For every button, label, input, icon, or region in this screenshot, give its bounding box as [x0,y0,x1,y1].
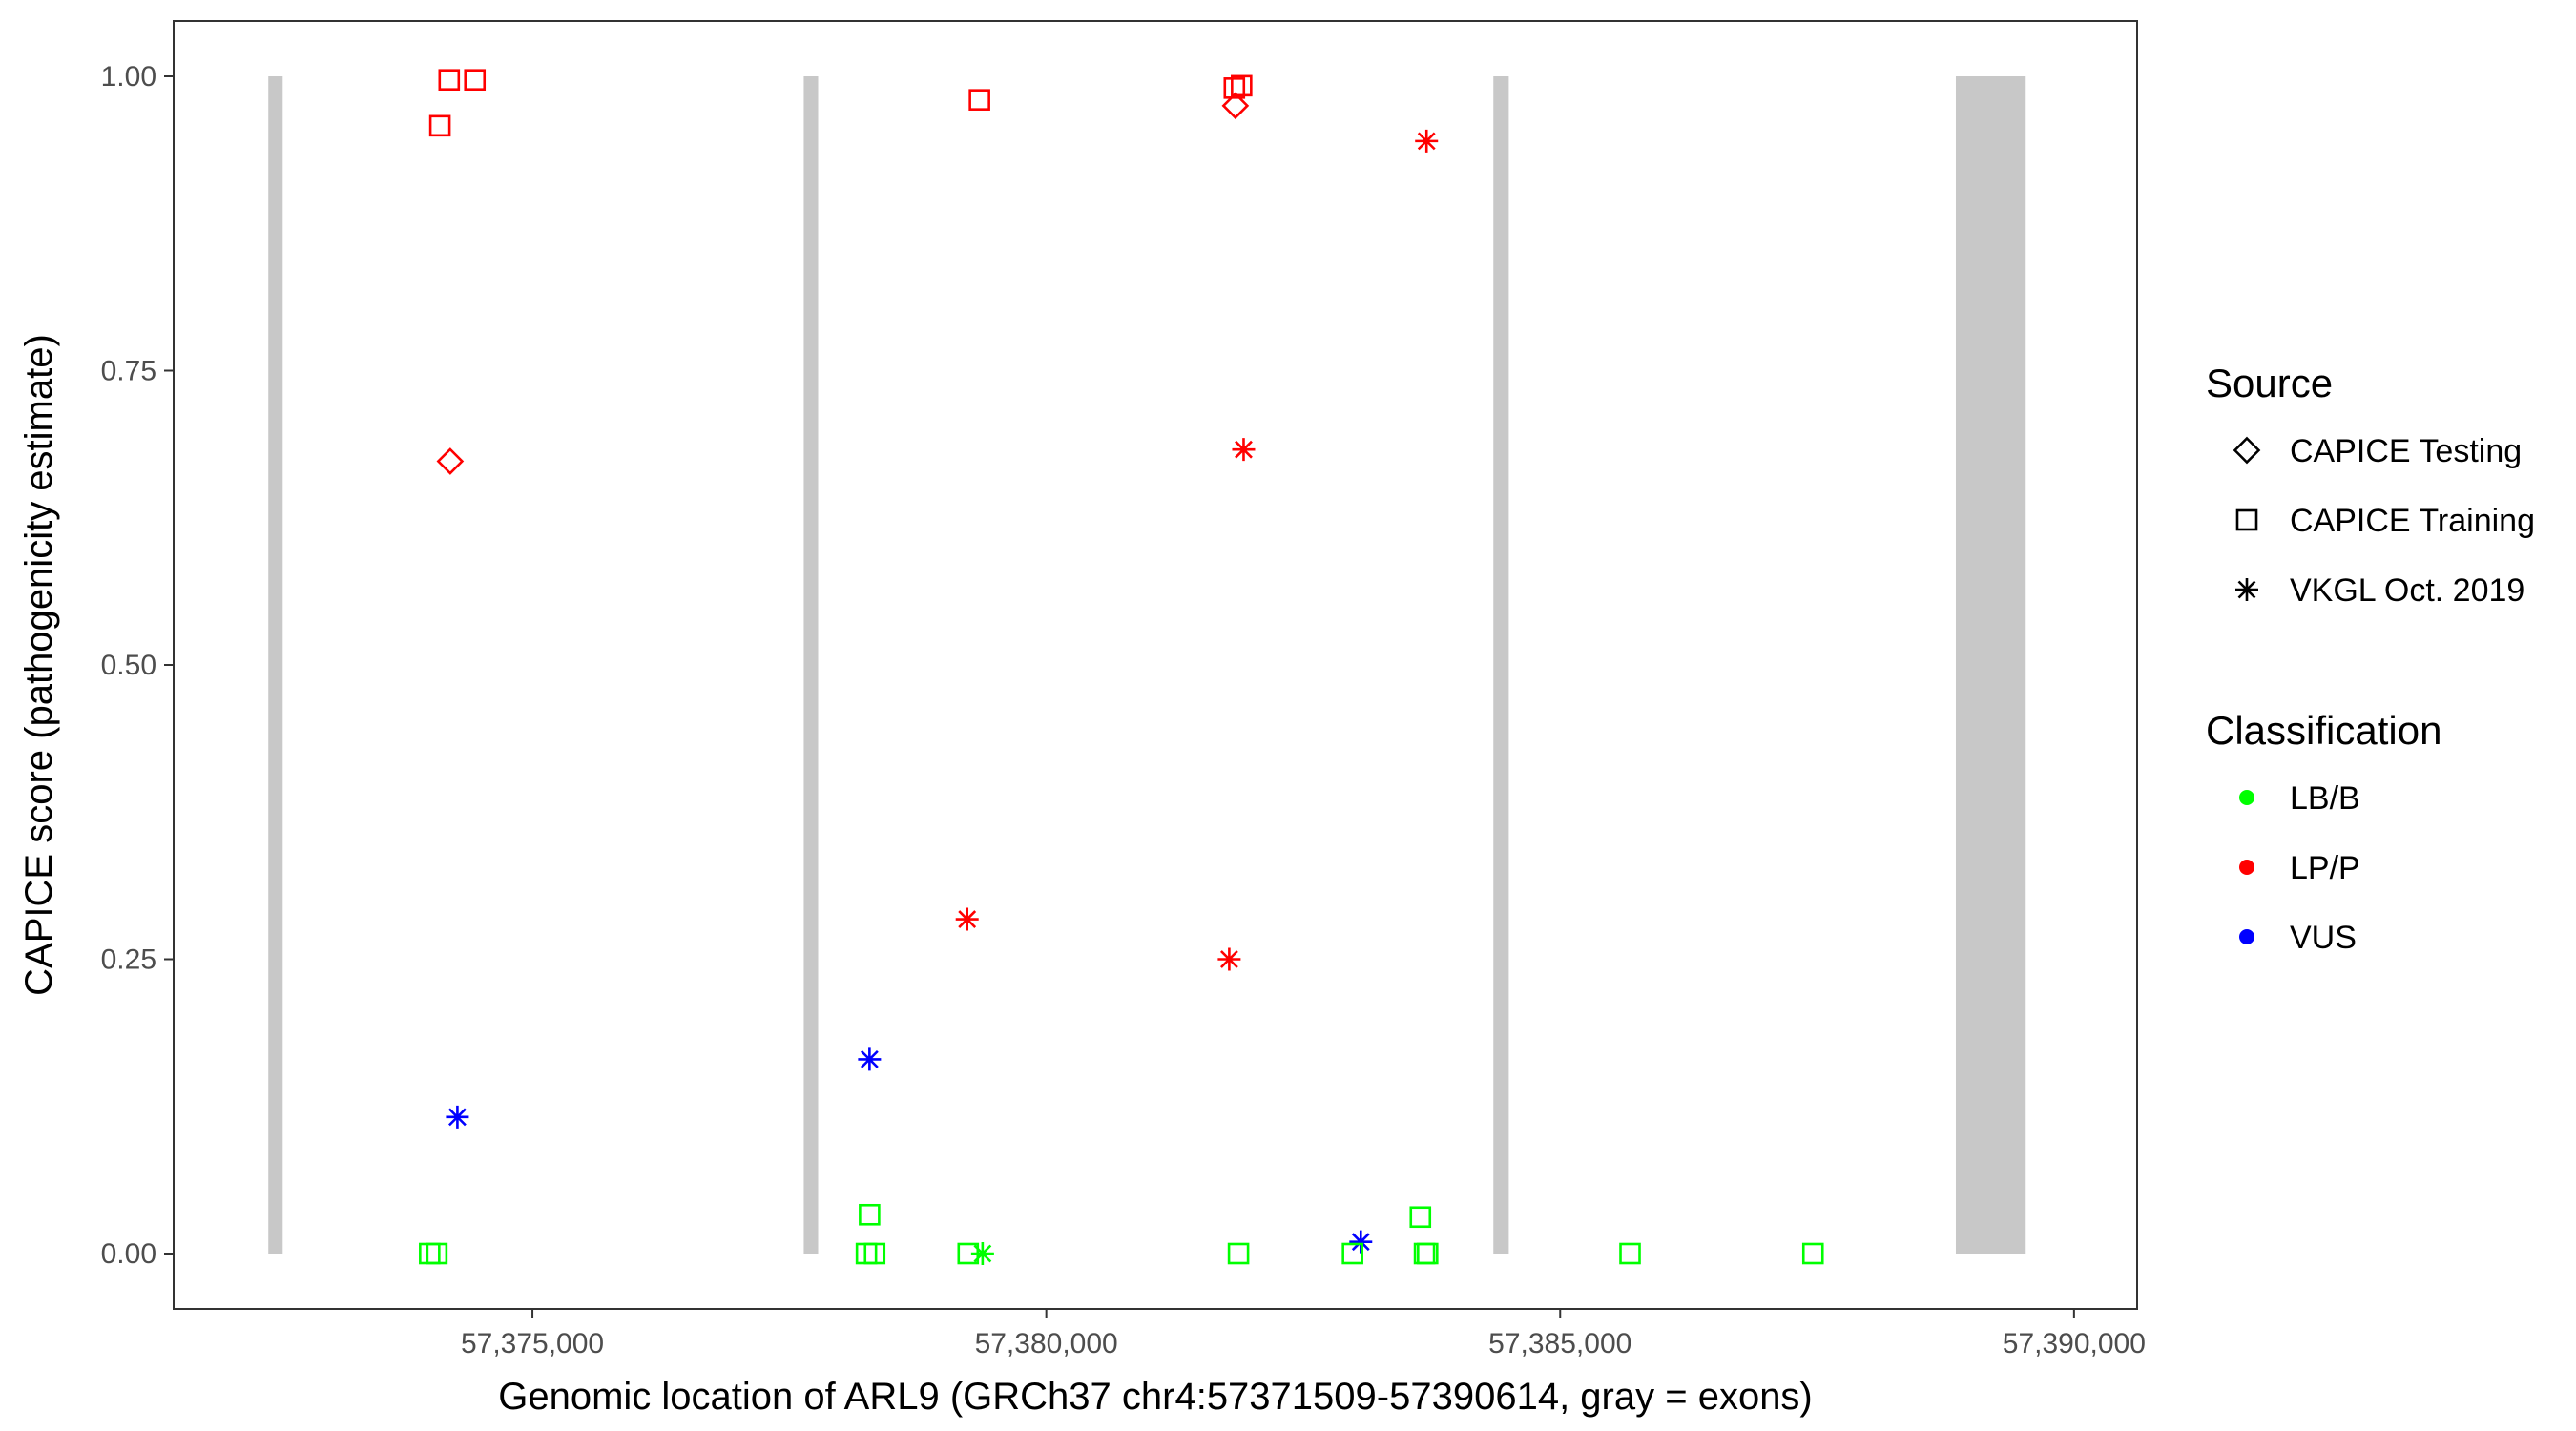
legend-label-classification: VUS [2290,920,2357,956]
data-point [426,1242,448,1265]
legend-key-dot [2239,929,2254,944]
x-tick-label: 57,380,000 [975,1328,1118,1359]
data-point [859,1203,881,1226]
exon-band-4 [1955,75,2026,1255]
data-point [955,907,979,931]
legend-key-dot [2239,790,2254,805]
legend-title-classification: Classification [2206,708,2441,753]
x-axis-title: Genomic location of ARL9 (GRCh37 chr4:57… [498,1376,1813,1418]
data-point [1221,92,1250,120]
x-tick-label: 57,385,000 [1488,1328,1631,1359]
legend-label-source: CAPICE Testing [2290,433,2522,469]
data-point [863,1242,886,1265]
legend-label-source: CAPICE Training [2290,503,2535,539]
data-point [1409,1206,1432,1229]
data-point [1217,947,1241,971]
data-point [968,89,990,111]
point-layer [419,69,1824,1265]
legend-key-dot [2239,860,2254,875]
data-point [970,1242,994,1265]
legend-label-source: VKGL Oct. 2019 [2290,572,2524,609]
data-point [1415,129,1439,153]
data-point [1227,1242,1250,1265]
data-point [1232,438,1256,462]
data-point [1416,1242,1439,1265]
data-point [1223,77,1246,99]
data-point [1231,74,1253,97]
y-tick-label: 0.75 [101,355,156,386]
x-tick-label: 57,375,000 [461,1328,604,1359]
data-point [1619,1242,1641,1265]
y-axis-title: CAPICE score (pathogenicity estimate) [18,334,60,996]
y-tick-label: 0.50 [101,650,156,681]
data-point [428,114,451,137]
legend-key-square [2235,508,2258,531]
exon-band-1 [268,75,283,1255]
legend: Source Classification CAPICE Testing CAPI… [2206,361,2535,956]
legend-key-asterisk [2235,578,2258,601]
data-point [446,1105,469,1129]
legend-label-classification: LB/B [2290,780,2360,817]
exon-band-3 [1493,75,1509,1255]
y-tick-label: 0.25 [101,944,156,976]
y-tick-label: 1.00 [101,61,156,93]
exon-band-2 [803,75,819,1255]
data-point [1801,1242,1824,1265]
legend-title-source: Source [2206,361,2333,405]
x-tick-label: 57,390,000 [2003,1328,2146,1359]
y-tick-label: 0.00 [101,1238,156,1270]
legend-label-classification: LP/P [2290,850,2360,886]
data-point [1349,1230,1373,1254]
legend-key-diamond [2233,436,2261,465]
data-point [438,69,461,92]
exon-layer [268,75,2026,1255]
axis-layer: 57,375,000 57,380,000 57,385,000 57,390,000… [101,61,2146,1359]
data-point [858,1047,882,1071]
data-point [436,447,465,475]
data-point [1341,1242,1363,1265]
data-point [464,69,487,92]
